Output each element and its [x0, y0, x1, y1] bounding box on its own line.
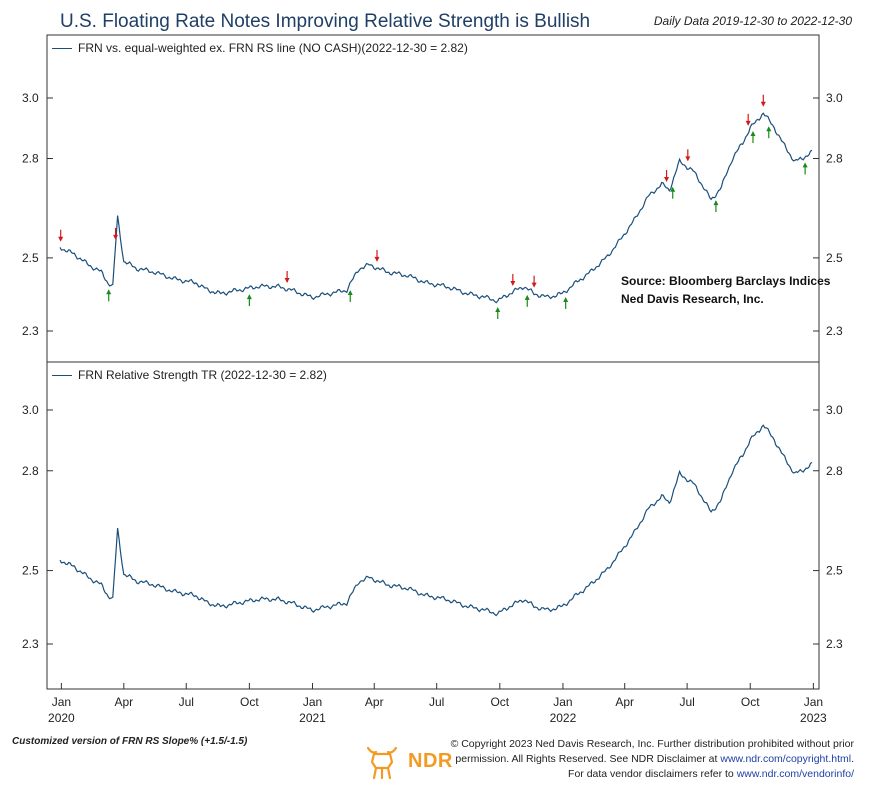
y-tick-label-right: 3.0: [826, 91, 843, 105]
sell-arrowhead: [760, 101, 766, 107]
signal-arrows: [58, 94, 808, 320]
top-legend-label: FRN vs. equal-weighted ex. FRN RS line (…: [78, 41, 468, 55]
sell-arrowhead: [284, 277, 290, 283]
buy-arrowhead: [347, 289, 353, 295]
vendor-line: For data vendor disclaimers refer to: [568, 768, 734, 780]
x-tick-label: Jul: [179, 695, 194, 709]
x-year-label: 2023: [800, 711, 827, 725]
legend-swatch: [52, 47, 72, 49]
top-panel-frame: [46, 34, 820, 363]
x-tick-label: Jan: [52, 695, 71, 709]
x-tick-label: Jan: [303, 695, 322, 709]
x-tick-label: Jul: [429, 695, 444, 709]
y-tick-label-right: 2.5: [826, 251, 843, 265]
axis-ticks: 2.3 2.3 2.5 2.5 2.8 2.8 3.0 3.0 2.3 2.3 2.5 2.5 2.8 2…: [22, 91, 843, 725]
source-line1: Bloomberg Barclays Indices: [669, 274, 831, 288]
buy-arrowhead: [750, 131, 756, 137]
sell-arrowhead: [374, 256, 380, 262]
copyright-block: © Copyright 2023 Ned Davis Research, Inc…: [451, 737, 854, 782]
x-tick-label: Jul: [679, 695, 694, 709]
buy-arrowhead: [563, 296, 569, 302]
buy-arrowhead: [495, 307, 501, 313]
sell-arrowhead: [113, 234, 119, 240]
series-line: [59, 112, 813, 304]
x-tick-label: Jan: [553, 695, 572, 709]
x-tick-label: Oct: [490, 695, 509, 709]
sell-arrowhead: [58, 236, 64, 242]
y-tick-label-right: 2.3: [826, 637, 843, 651]
x-tick-label: Apr: [365, 695, 384, 709]
sell-arrowhead: [510, 280, 516, 286]
y-tick-label-left: 2.8: [22, 152, 39, 166]
x-tick-label: Oct: [240, 695, 259, 709]
x-tick-label: Oct: [741, 695, 760, 709]
legend-swatch: [52, 374, 72, 376]
y-tick-label-left: 2.8: [22, 464, 39, 478]
footer-note: Customized version of FRN RS Slope% (+1.…: [12, 736, 248, 747]
buy-arrowhead: [766, 126, 772, 132]
y-tick-label-right: 2.8: [826, 464, 843, 478]
bottom-panel-frame: [46, 361, 820, 690]
series-line: [59, 424, 813, 617]
chart-title: U.S. Floating Rate Notes Improving Relat…: [60, 11, 591, 32]
y-tick-label-right: 2.3: [826, 324, 843, 338]
copyright-link[interactable]: www.ndr.com/copyright.html: [720, 753, 852, 765]
top-legend: FRN vs. equal-weighted ex. FRN RS line (…: [52, 41, 468, 55]
sell-arrowhead: [745, 120, 751, 126]
y-tick-label-left: 3.0: [22, 91, 39, 105]
source-note: Source: Bloomberg Barclays Indices Ned D…: [621, 272, 830, 308]
sell-arrowhead: [531, 282, 537, 288]
x-tick-label: Apr: [114, 695, 133, 709]
logo-text: NDR: [408, 749, 453, 772]
x-year-label: 2020: [48, 711, 75, 725]
x-tick-label: Jan: [804, 695, 823, 709]
y-tick-label-left: 3.0: [22, 403, 39, 417]
buy-arrowhead: [106, 289, 112, 295]
y-tick-label-left: 2.3: [22, 324, 39, 338]
buy-arrowhead: [713, 200, 719, 206]
x-tick-label: Apr: [615, 695, 634, 709]
buy-arrowhead: [524, 294, 530, 300]
ndr-logo: NDR: [362, 742, 453, 780]
series-lines: [59, 112, 813, 617]
sell-arrowhead: [664, 177, 670, 183]
copyright-line2: permission. All Rights Reserved. See NDR…: [455, 753, 718, 765]
source-line2: Ned Davis Research, Inc.: [621, 292, 764, 306]
date-range: Daily Data 2019-12-30 to 2022-12-30: [653, 14, 852, 28]
copyright-line2-end: .: [851, 753, 854, 765]
buy-arrowhead: [246, 294, 252, 300]
bottom-legend-label: FRN Relative Strength TR (2022-12-30 = 2…: [78, 368, 327, 382]
vendor-link[interactable]: www.ndr.com/vendorinfo/: [736, 768, 854, 780]
y-tick-label-left: 2.5: [22, 251, 39, 265]
y-tick-label-left: 2.3: [22, 637, 39, 651]
y-tick-label-left: 2.5: [22, 564, 39, 578]
buy-arrowhead: [670, 186, 676, 192]
y-tick-label-right: 2.8: [826, 152, 843, 166]
y-tick-label-right: 3.0: [826, 403, 843, 417]
x-year-label: 2022: [550, 711, 577, 725]
sell-arrowhead: [685, 156, 691, 162]
copyright-line1: © Copyright 2023 Ned Davis Research, Inc…: [450, 738, 854, 750]
buy-arrowhead: [802, 162, 808, 168]
y-tick-label-right: 2.5: [826, 564, 843, 578]
bottom-legend: FRN Relative Strength TR (2022-12-30 = 2…: [52, 368, 327, 382]
x-year-label: 2021: [299, 711, 326, 725]
source-label: Source:: [621, 274, 666, 288]
bull-bear-icon: [366, 746, 398, 780]
